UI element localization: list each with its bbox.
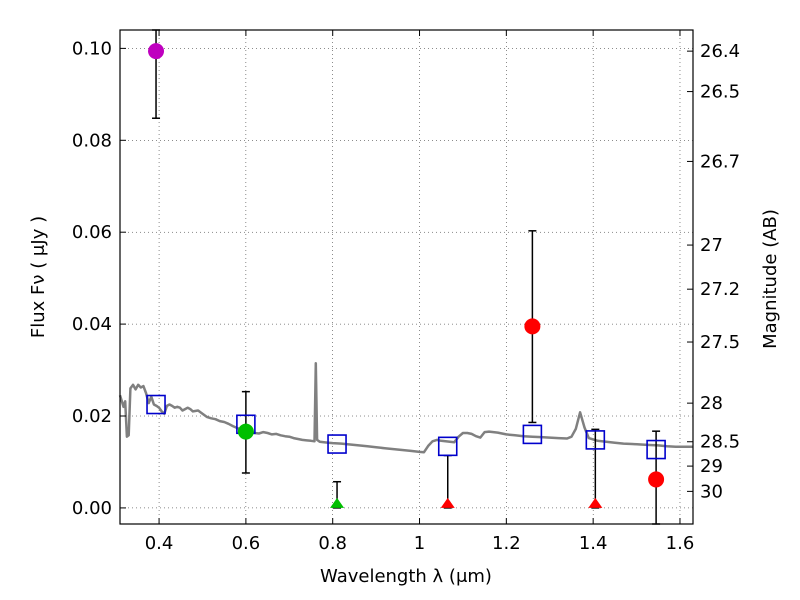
observed-flux-point — [524, 318, 541, 335]
magnitude-tick-label: 26.7 — [700, 151, 740, 172]
observed-flux-point — [237, 423, 254, 440]
model-photometry-square — [327, 434, 347, 454]
magnitude-tick-label: 27.5 — [700, 332, 740, 353]
y-tick-label: 0.08 — [72, 130, 112, 151]
magnitude-tick-label: 28.5 — [700, 432, 740, 453]
magnitude-tick-label: 27.2 — [700, 279, 740, 300]
x-tick-label: 0.4 — [145, 533, 174, 554]
model-photometry-square — [146, 394, 166, 415]
plot-frame — [119, 29, 694, 525]
magnitude-tick-label: 28 — [700, 393, 723, 414]
x-tick-label: 0.6 — [232, 533, 261, 554]
y-tick-labels: 0.00 0.02 0.04 0.06 0.08 0.10 — [72, 38, 112, 519]
upper-limit-triangle — [440, 497, 455, 508]
y-tick-label: 0.02 — [72, 406, 112, 427]
y-tick-label: 0.06 — [72, 222, 112, 243]
x-tick-label: 1.6 — [666, 533, 695, 554]
y-tick-label: 0.04 — [72, 314, 112, 335]
upper-limit-triangle — [588, 497, 603, 508]
observed-flux-point — [148, 43, 165, 60]
model-photometry-layer — [146, 394, 666, 460]
magnitude-tick-labels: 26.4 26.5 26.7 27 27.2 27.5 28 28.5 29 30 — [700, 41, 740, 502]
upper-limit-triangle — [330, 497, 345, 508]
y-tick-label: 0.00 — [72, 498, 112, 519]
x-tick-label: 1.4 — [579, 533, 608, 554]
y-axis-label: Flux Fν ( μJy ) — [28, 216, 49, 338]
magnitude-tick-label: 26.5 — [700, 82, 740, 103]
x-tick-label: 1 — [414, 533, 425, 554]
model-photometry-square — [522, 424, 543, 445]
magnitude-axis-label: Magnitude (AB) — [760, 209, 781, 349]
x-axis-label: Wavelength λ (μm) — [320, 566, 492, 587]
observation-layer — [148, 43, 665, 508]
model-photometry-square — [437, 436, 458, 457]
magnitude-tick-label: 27 — [700, 235, 723, 256]
x-tick-labels: 0.4 0.6 0.8 1 1.2 1.4 1.6 — [145, 533, 695, 554]
model-photometry-square — [646, 439, 666, 460]
x-tick-label: 1.2 — [492, 533, 521, 554]
tick-layer — [120, 30, 693, 524]
magnitude-tick-label: 26.4 — [700, 41, 740, 62]
observed-flux-point — [648, 471, 665, 488]
spectrum-layer — [118, 361, 693, 454]
model-spectrum-line — [118, 361, 693, 454]
x-tick-label: 0.8 — [318, 533, 347, 554]
magnitude-tick-label: 30 — [700, 481, 723, 502]
model-photometry-square — [585, 430, 606, 450]
magnitude-tick-label: 29 — [700, 456, 723, 477]
y-tick-label: 0.10 — [72, 38, 112, 59]
